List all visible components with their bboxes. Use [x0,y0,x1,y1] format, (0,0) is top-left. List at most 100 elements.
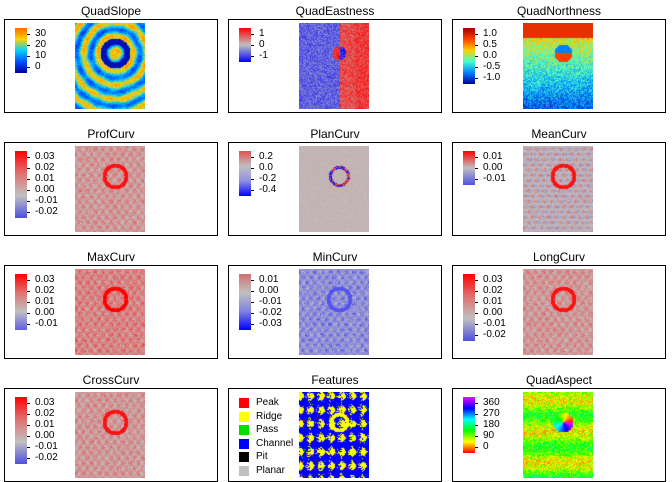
legend-tick-mark [27,201,30,202]
legend-tick-mark [251,56,254,57]
legend-tick-label: 0.02 [483,285,503,296]
legend-tick-mark [27,458,30,459]
legend-tick-mark [251,190,254,191]
legend-tick-label: 0.5 [483,39,497,50]
legend-tick-label: 0.02 [35,285,55,296]
legend-tick-label: -0.4 [259,184,277,195]
plot-area: 1.0 0.5 0.0 -0.5 -1.0 [452,19,666,113]
plot-area: 360 270 180 90 0 [452,388,666,482]
legend-tick-label: -0.01 [483,173,506,184]
plot-area: 0.03 0.02 0.01 0.00 -0.01 -0.02 [452,265,666,359]
legend-tick-mark [27,190,30,191]
legend-colorbar [15,397,27,464]
legend-tick-label: -0.03 [259,318,282,329]
legend-tick-mark [251,291,254,292]
legend-tick-label: -0.01 [483,318,506,329]
legend-tick-label: 1.0 [483,28,497,39]
raster-map [523,269,593,355]
legend-tick-label: 0.00 [259,285,279,296]
legend-tick-mark [27,436,30,437]
legend-tick-label: 0.02 [35,408,55,419]
chart-title: MinCurv [312,250,358,264]
legend-tick-label: 0.01 [35,173,55,184]
legend-label: Ridge [256,410,283,422]
legend-tick-label: 1 [259,28,265,39]
chart-panel: MinCurv 0.01 0.00 -0.01 -0.02 -0.03 [228,250,442,359]
legend-tick-mark [475,414,478,415]
legend-colorbar [463,274,475,341]
legend-tick-label: -0.02 [35,206,58,217]
legend-tick-mark [27,67,30,68]
legend-tick-label: 0 [483,441,489,452]
legend-tick-mark [475,313,478,314]
legend-tick-label: -0.01 [35,318,58,329]
chart-panel: QuadAspect 360 270 180 90 0 [452,373,666,482]
raster-map [523,392,593,478]
legend-tick-label: -1 [259,50,268,61]
legend-tick-label: 0.00 [35,307,55,318]
chart-panel: QuadEastness 1 0 -1 [228,4,442,113]
chart-panel: ProfCurv 0.03 0.02 0.01 0.00 -0.01 -0.02 [4,127,218,236]
legend-tick-mark [27,280,30,281]
legend-tick-label: -0.02 [259,307,282,318]
raster-map [75,23,145,109]
legend-tick-label: 0.00 [35,430,55,441]
legend-tick-label: 0.00 [483,307,503,318]
legend-tick-label: 270 [483,408,500,419]
chart-panel: LongCurv 0.03 0.02 0.01 0.00 -0.01 -0.02 [452,250,666,359]
plot-area: 0.03 0.02 0.01 0.00 -0.01 [4,265,218,359]
legend-swatch [239,452,249,462]
legend-tick-label: 0.01 [35,296,55,307]
legend-tick-mark [475,302,478,303]
legend-tick-mark [475,280,478,281]
chart-panel: MaxCurv 0.03 0.02 0.01 0.00 -0.01 [4,250,218,359]
legend-tick-mark [475,291,478,292]
legend-tick-label: -0.2 [259,173,277,184]
raster-map [299,269,369,355]
raster-map [523,23,593,109]
chart-title: MaxCurv [86,250,135,264]
plot-area: Peak Ridge Pass Channel Pit Planar [228,388,442,482]
legend-tick-mark [251,45,254,46]
legend-colorbar [239,151,251,196]
legend-tick-mark [27,324,30,325]
plot-area: 0.01 0.00 -0.01 [452,142,666,236]
legend-tick-mark [27,313,30,314]
legend-tick-label: 0.01 [259,274,279,285]
legend-tick-label: -0.01 [35,441,58,452]
legend-tick-mark [475,425,478,426]
legend-tick-mark [475,324,478,325]
legend-tick-mark [251,34,254,35]
chart-title: QuadEastness [295,4,375,18]
legend-swatch [239,465,249,476]
legend-tick-label: -0.01 [35,195,58,206]
legend-tick-mark [27,403,30,404]
legend-tick-label: 0.00 [483,162,503,173]
plot-area: 0.03 0.02 0.01 0.00 -0.01 -0.02 [4,142,218,236]
raster-map [75,269,145,355]
plot-area: 1 0 -1 [228,19,442,113]
chart-panel: QuadSlope 30 20 10 0 [4,4,218,113]
legend-tick-label: 360 [483,397,500,408]
plot-area: 0.03 0.02 0.01 0.00 -0.01 -0.02 [4,388,218,482]
legend-label: Pit [256,451,268,462]
legend-tick-mark [475,34,478,35]
legend-colorbar [463,28,475,84]
legend-tick-mark [475,179,478,180]
legend-tick-label: -0.02 [35,452,58,463]
legend-tick-mark [475,447,478,448]
legend-tick-label: 90 [483,430,495,441]
raster-map [299,146,369,232]
legend-tick-label: 10 [35,50,47,61]
legend-tick-mark [475,403,478,404]
legend-tick-mark [27,291,30,292]
legend-swatch [239,398,249,408]
legend-tick-label: 0.03 [35,397,55,408]
legend-tick-mark [251,313,254,314]
legend-tick-mark [251,179,254,180]
legend-tick-label: 0.2 [259,151,273,162]
legend-tick-label: 0.0 [483,50,497,61]
chart-panel: MeanCurv 0.01 0.00 -0.01 [452,127,666,236]
legend-tick-mark [251,302,254,303]
